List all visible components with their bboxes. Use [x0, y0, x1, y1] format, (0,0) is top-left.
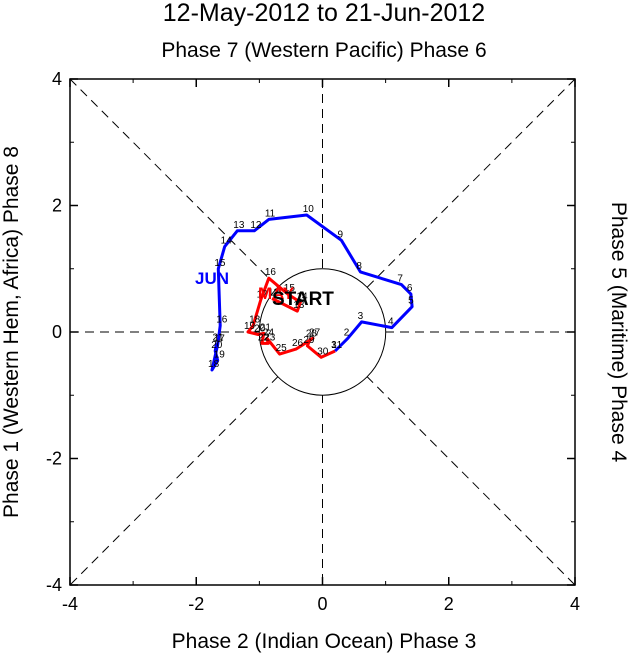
day-label-may: 24 — [263, 327, 275, 338]
chart-title: 12-May-2012 to 21-Jun-2012 — [163, 0, 485, 27]
day-label-jun: 21 — [212, 332, 224, 343]
day-label-may: 12 — [268, 287, 280, 298]
day-label-may: 16 — [265, 267, 277, 278]
day-label-jun: 8 — [356, 261, 362, 272]
day-label-jun: 7 — [397, 274, 403, 285]
day-label-may: 31 — [331, 340, 343, 351]
day-label-may: 23 — [264, 332, 276, 343]
may-label: MAY — [258, 284, 295, 303]
top-phase-label: Phase 7 (Western Pacific) Phase 6 — [161, 39, 486, 62]
series-line-jun — [210, 213, 414, 372]
x-tick-label: -4 — [62, 594, 78, 614]
x-tick-label: 4 — [570, 594, 580, 614]
day-label-may: 14 — [296, 291, 308, 302]
day-label-may: 18 — [249, 315, 261, 326]
x-tick-label: 0 — [317, 594, 327, 614]
day-label-jun: 4 — [388, 317, 394, 328]
day-label-jun: 16 — [216, 315, 228, 326]
day-label-jun: 19 — [214, 349, 226, 360]
y-tick-label: 0 — [52, 322, 62, 342]
day-label-may: 21 — [260, 322, 272, 333]
day-label-jun: 1 — [331, 340, 337, 351]
day-label-jun: 13 — [233, 220, 245, 231]
phase-dividers — [69, 78, 576, 586]
day-label-may: 20 — [254, 324, 266, 335]
day-label-may: 27 — [309, 327, 321, 338]
day-label-jun: 20 — [211, 340, 223, 351]
y-tick-label: 2 — [52, 196, 62, 216]
day-label-may: 15 — [284, 283, 296, 294]
day-label-jun: 14 — [221, 236, 233, 247]
day-label-may: 13 — [293, 300, 305, 311]
day-label-jun: 17 — [214, 334, 226, 345]
day-label-jun: 5 — [408, 296, 414, 307]
y-tick-label: -4 — [46, 575, 62, 595]
day-label-may: 22 — [258, 332, 270, 343]
unit-circle — [258, 268, 387, 396]
day-label-jun: 18 — [208, 359, 220, 370]
left-phase-label: Phase 1 (Western Hem, Africa) Phase 8 — [0, 146, 23, 518]
y-tick-label: -2 — [46, 449, 62, 469]
day-label-jun: 9 — [337, 229, 343, 240]
day-label-may: 29 — [303, 335, 315, 346]
jun-label: JUN — [195, 269, 229, 288]
right-phase-label: Phase 5 (Maritime) Phase 4 — [607, 202, 628, 463]
day-label-may: 19 — [244, 321, 256, 332]
y-tick-label: 4 — [52, 69, 62, 89]
start-label: START — [272, 289, 334, 310]
day-label-may: 30 — [317, 346, 329, 357]
day-label-jun: 11 — [265, 208, 276, 219]
x-tick-label: 2 — [444, 594, 454, 614]
day-label-may: 28 — [306, 329, 318, 340]
day-label-jun: 10 — [303, 204, 315, 215]
day-label-jun: 6 — [407, 283, 413, 294]
day-label-jun: 15 — [214, 258, 226, 269]
day-label-may: 25 — [276, 343, 288, 354]
day-label-jun: 12 — [250, 220, 262, 231]
bottom-phase-label: Phase 2 (Indian Ocean) Phase 3 — [172, 630, 477, 653]
x-tick-label: -2 — [188, 594, 204, 614]
day-label-may: 26 — [292, 338, 304, 349]
day-label-jun: 2 — [344, 327, 350, 338]
day-label-jun: 3 — [358, 311, 364, 322]
series-line-may — [246, 276, 336, 359]
day-label-may: 17 — [257, 289, 269, 300]
